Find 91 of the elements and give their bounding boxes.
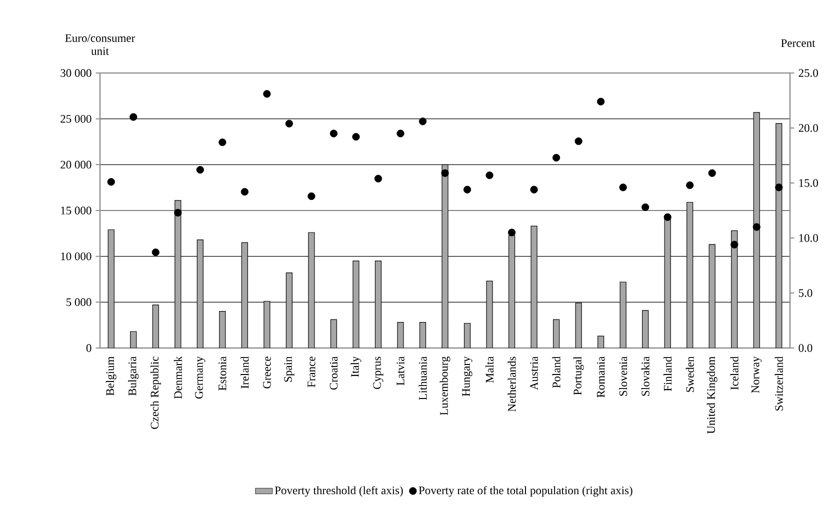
y-tick-label: 5 000 bbox=[66, 298, 92, 306]
point bbox=[330, 130, 338, 138]
x-tick-label: Denmark bbox=[174, 356, 182, 399]
point bbox=[642, 203, 650, 211]
x-tick-label: Czech Republic bbox=[150, 356, 161, 429]
point bbox=[374, 174, 382, 182]
point bbox=[775, 184, 783, 192]
x-tick-label: Italy bbox=[350, 356, 362, 377]
bar bbox=[508, 234, 516, 348]
x-tick-label: Hungary bbox=[462, 356, 472, 396]
x-tick-label: Slovenia bbox=[619, 356, 628, 396]
x-tick-label: Lithuania bbox=[418, 356, 427, 400]
x-tick-label: United Kingdom bbox=[706, 356, 718, 434]
y2-tick-label: 10.0 bbox=[799, 234, 818, 242]
bar bbox=[708, 244, 716, 348]
x-tick-label: Ireland bbox=[240, 356, 249, 388]
point bbox=[708, 169, 716, 177]
point bbox=[263, 90, 271, 98]
x-tick-label: Portugal bbox=[573, 356, 584, 395]
x-tick-label: Luxembourg bbox=[440, 356, 450, 416]
y2-tick-label: 15.0 bbox=[799, 179, 818, 187]
point bbox=[174, 208, 182, 216]
x-tick-label: Estonia bbox=[218, 356, 226, 390]
bar bbox=[108, 229, 114, 348]
point bbox=[664, 213, 672, 221]
y-tick-label: 15 000 bbox=[61, 206, 92, 214]
point bbox=[218, 138, 226, 146]
point bbox=[752, 223, 760, 231]
point bbox=[285, 120, 293, 128]
point bbox=[730, 240, 738, 248]
x-tick-label: Greece bbox=[263, 356, 271, 388]
point bbox=[619, 184, 627, 192]
point bbox=[396, 130, 404, 138]
x-tick-label: Norway bbox=[752, 356, 762, 393]
y2-tick-label: 25.0 bbox=[798, 69, 818, 77]
point bbox=[130, 113, 138, 121]
x-tick-label: Poland bbox=[552, 356, 560, 388]
y2-tick-label: 20.0 bbox=[798, 124, 818, 132]
x-tick-label: Switzerland bbox=[774, 356, 783, 410]
x-tick-label: Malta bbox=[485, 356, 494, 383]
x-tick-label: Sweden bbox=[686, 356, 694, 392]
y-tick-label: 30 000 bbox=[60, 69, 92, 77]
y-tick-label: 0 bbox=[86, 344, 92, 352]
y2-tick-label: 0.0 bbox=[798, 344, 812, 352]
bar bbox=[196, 240, 204, 348]
point bbox=[418, 118, 427, 126]
x-tick-label: Spain bbox=[284, 356, 294, 382]
x-tick-label: Austria bbox=[530, 356, 538, 390]
point bbox=[574, 137, 582, 145]
bar bbox=[152, 304, 159, 348]
y-tick-label: 10 000 bbox=[61, 252, 92, 260]
point bbox=[196, 166, 204, 174]
point bbox=[552, 154, 560, 162]
x-tick-label: Latvia bbox=[396, 356, 404, 386]
point bbox=[686, 181, 694, 189]
bar bbox=[664, 218, 671, 348]
x-tick-label: Romania bbox=[596, 356, 605, 398]
y-axis-title: Euro/consumer unit bbox=[65, 34, 136, 55]
bar bbox=[686, 202, 694, 348]
legend-label: Poverty threshold (left axis) bbox=[274, 486, 403, 497]
point bbox=[597, 98, 605, 106]
y2-tick-label: 5.0 bbox=[798, 289, 812, 297]
x-tick-label: Croatia bbox=[330, 356, 338, 390]
x-tick-label: Netherlands bbox=[508, 356, 516, 412]
point bbox=[308, 192, 316, 200]
bar bbox=[642, 310, 649, 348]
point bbox=[107, 178, 115, 186]
legend-label: Poverty rate of the total population (right axis) bbox=[418, 486, 632, 497]
point bbox=[508, 228, 516, 236]
point bbox=[152, 248, 160, 256]
bar bbox=[241, 242, 248, 348]
bar bbox=[219, 311, 226, 348]
point bbox=[463, 186, 472, 194]
x-tick-label: Iceland bbox=[730, 356, 738, 390]
y-tick-label: 20 000 bbox=[60, 160, 92, 169]
x-tick-label: France bbox=[308, 356, 316, 388]
x-tick-label: Bulgaria bbox=[128, 356, 139, 396]
x-tick-label: Germany bbox=[195, 356, 206, 399]
x-tick-label: Slovakia bbox=[641, 356, 650, 396]
point bbox=[352, 133, 360, 141]
point bbox=[240, 188, 248, 196]
x-tick-label: Finland bbox=[664, 356, 672, 392]
point bbox=[486, 172, 494, 180]
bar bbox=[286, 272, 292, 348]
point bbox=[441, 169, 449, 177]
x-tick-label: Cyprus bbox=[373, 356, 384, 390]
y2-axis-title: Percent bbox=[781, 39, 816, 47]
x-tick-label: Belgium bbox=[106, 356, 116, 396]
point bbox=[530, 186, 538, 194]
y-tick-label: 25 000 bbox=[60, 114, 92, 123]
bar bbox=[374, 260, 382, 348]
